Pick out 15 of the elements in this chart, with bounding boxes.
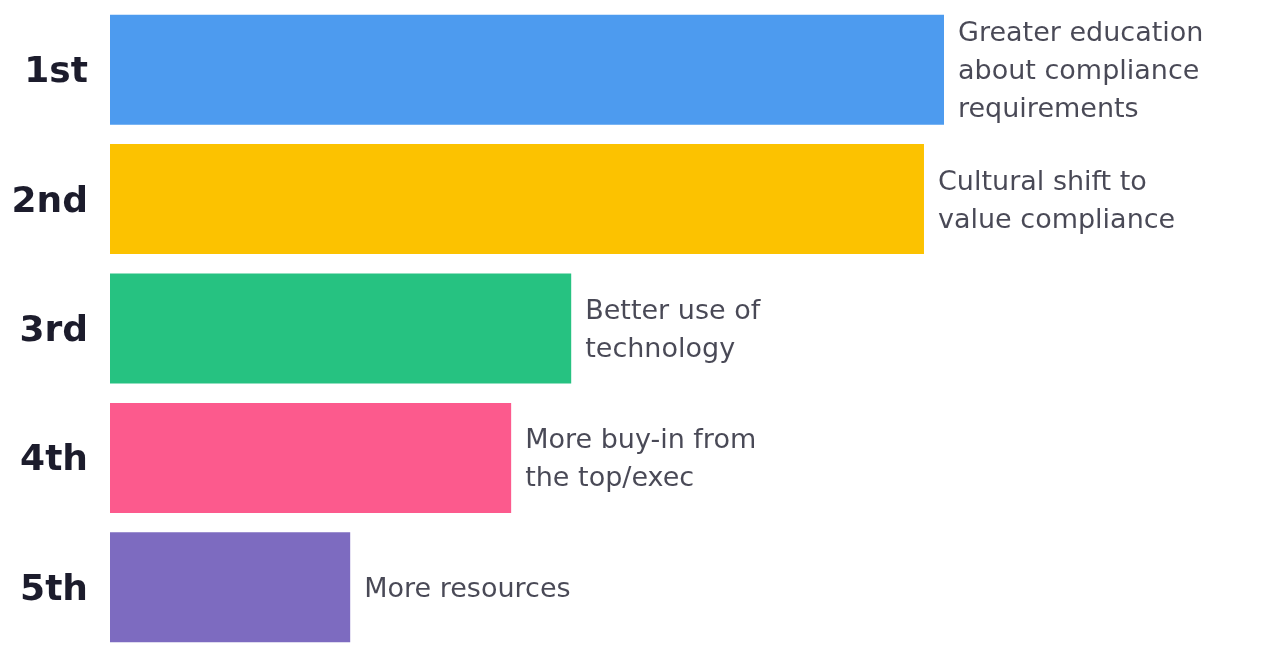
y-tick-label: 2nd xyxy=(11,178,88,220)
y-tick-label: 5th xyxy=(20,566,88,608)
annotation: More buy-in from the top/exec xyxy=(525,423,765,493)
bar xyxy=(110,402,512,513)
annotation: Better use of technology xyxy=(585,294,769,363)
y-tick-label: 3rd xyxy=(19,308,88,349)
bar xyxy=(110,14,944,125)
bar xyxy=(110,532,351,643)
bar xyxy=(110,273,572,384)
annotation: Greater education about compliance requirements xyxy=(958,16,1213,124)
annotation: Cultural shift to value compliance xyxy=(937,164,1176,234)
y-tick-label: 1st xyxy=(24,49,88,91)
y-tick-label: 4th xyxy=(20,437,88,479)
annotation: More resources xyxy=(364,571,571,603)
bar xyxy=(110,144,924,255)
